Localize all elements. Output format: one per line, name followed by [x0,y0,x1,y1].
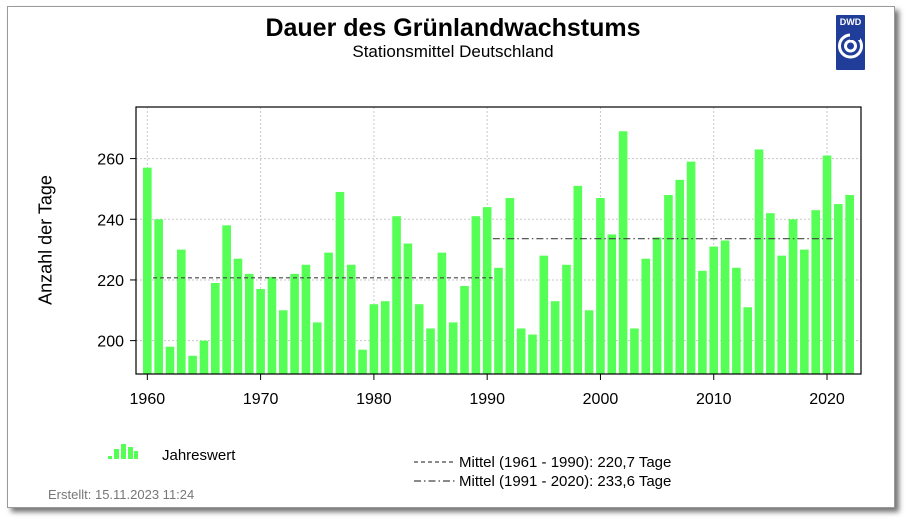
y-tick-label: 220 [97,273,124,290]
dwd-logo: DWD [836,15,865,70]
bar-2011 [720,240,730,374]
bar-2003 [630,328,639,374]
bar-1975 [312,322,322,374]
bar-1972 [278,310,288,374]
bar-2006 [664,194,673,374]
bar-1965 [199,340,209,374]
bar-2018 [800,249,809,374]
bar-2012 [732,267,741,374]
bars [143,131,854,374]
bar-1962 [165,346,175,374]
bar-2009 [698,270,707,374]
bar-1969 [244,273,254,374]
legend-mean1-label: Mittel (1961 - 1990): 220,7 Tage [459,454,672,471]
bar-2004 [641,258,651,374]
bar-2021 [834,204,843,374]
bar-1970 [256,289,265,374]
bar-2007 [675,179,685,374]
bar-2022 [845,194,854,374]
x-tick-label: 1960 [130,391,166,408]
bar-1974 [301,264,311,374]
bar-1961 [154,219,163,374]
bar-2013 [743,307,753,374]
plot-border [135,106,862,375]
x-tick-label: 1980 [356,391,392,408]
bar-2002 [618,131,628,374]
created-timestamp: Erstellt: 15.11.2023 11:24 [48,487,194,502]
bar-1960 [143,167,152,374]
bar-1978 [346,264,356,374]
bar-1986 [437,252,447,374]
chart-subtitle: Stationsmittel Deutschland [352,42,554,61]
bar-1980 [369,304,379,374]
bar-1991 [494,267,503,374]
bar-2005 [652,237,662,374]
bar-1992 [505,198,515,374]
bar-2014 [754,149,764,374]
x-tick-label: 2020 [809,391,845,408]
x-tick-label: 1970 [243,391,279,408]
bar-1989 [471,216,481,374]
bar-2010 [709,246,719,374]
bar-1996 [550,301,560,374]
x-tick-label: 2010 [696,391,732,408]
bar-1985 [426,328,435,374]
bar-2016 [777,255,787,374]
created-label: Erstellt: [48,487,92,502]
bar-1987 [448,322,458,374]
created-value: 15.11.2023 11:24 [94,487,195,502]
bar-1988 [460,286,469,374]
y-tick-label: 200 [97,334,124,351]
bar-1997 [562,264,571,374]
bar-2015 [766,213,775,374]
bar-2020 [822,155,832,374]
bar-2001 [607,234,617,374]
bar-1971 [267,276,277,374]
logo-text: DWD [839,17,862,27]
bar-1993 [516,328,526,374]
bar-1981 [380,301,390,374]
bar-1995 [539,255,549,374]
bar-2019 [811,210,820,374]
x-tick-label: 2000 [583,391,619,408]
bar-2017 [788,219,798,374]
bar-1983 [403,243,413,374]
swirl-icon [838,33,863,59]
bar-1990 [482,207,492,374]
bar-1979 [358,349,367,374]
y-tick-label: 240 [97,212,124,229]
legend-annual-symbol [108,444,138,459]
bar-1968 [233,258,243,374]
bar-1982 [392,216,401,374]
bar-1994 [528,334,537,374]
bar-1977 [335,191,345,374]
bar-1966 [210,282,220,374]
chart-title: Dauer des Grünlandwachstums [265,14,641,42]
x-tick-label: 1990 [469,391,505,408]
y-tick-label: 260 [97,152,124,169]
bar-2008 [686,161,696,374]
bar-1964 [188,355,197,374]
axis-ticks: 1960 1970 1980 1990 2000 2010 2020 200 220 240 260 [97,152,845,408]
bar-1998 [573,185,583,374]
bar-1976 [324,252,333,374]
bar-1999 [584,310,594,374]
bar-1967 [222,225,231,374]
bar-1973 [290,273,299,374]
bar-1984 [414,304,424,374]
bar-2000 [596,198,605,374]
legend-annual-label: Jahreswert [162,447,236,464]
legend-mean2-label: Mittel (1991 - 2020): 233,6 Tage [459,473,672,490]
bar-1963 [177,249,186,374]
